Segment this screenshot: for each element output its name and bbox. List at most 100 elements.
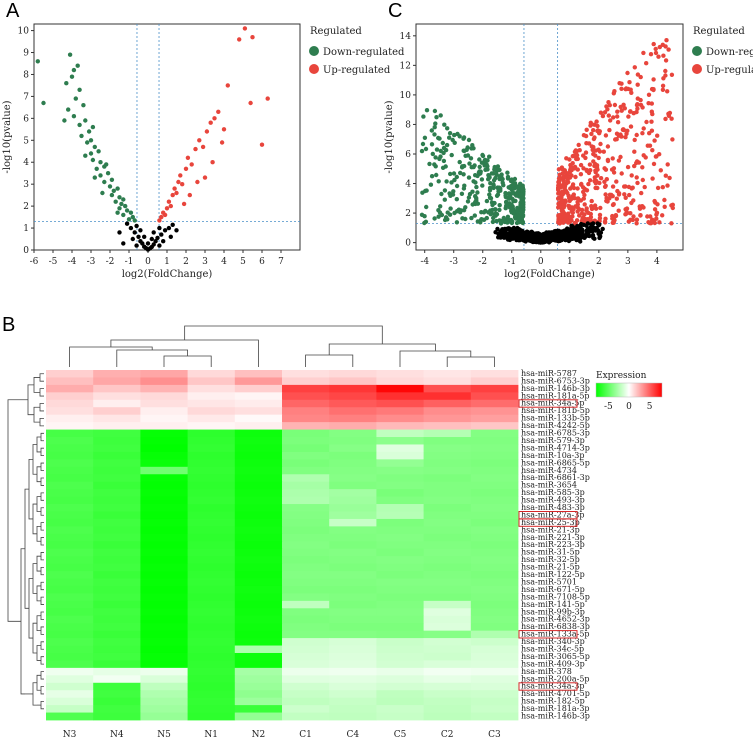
data-point	[513, 198, 518, 204]
row-label: hsa-miR-6865-5p	[521, 458, 590, 467]
heatmap-cell	[140, 571, 188, 579]
data-point	[79, 133, 84, 139]
data-point	[625, 164, 631, 170]
data-point	[624, 86, 629, 91]
heatmap-cell	[423, 451, 472, 460]
heatmap-cell	[376, 712, 424, 721]
heatmap-cell	[470, 556, 519, 565]
heatmap-cell	[329, 474, 377, 483]
heatmap-cell	[470, 414, 519, 423]
heatmap-cell	[234, 593, 283, 602]
row-label: hsa-miR-5787	[521, 369, 577, 378]
heatmap-cell	[187, 466, 236, 475]
heatmap-cell	[423, 459, 472, 468]
highlight-box	[518, 682, 578, 691]
data-point	[466, 175, 472, 180]
data-point	[560, 167, 565, 172]
heatmap-cell	[234, 451, 283, 460]
heatmap-cell	[329, 712, 377, 721]
data-point	[520, 231, 525, 236]
heatmap-cell	[93, 578, 141, 587]
data-point	[521, 202, 526, 207]
row-label: hsa-miR-122-5p	[521, 570, 585, 579]
data-point	[651, 87, 656, 92]
heatmap-cell	[423, 645, 472, 654]
data-point	[518, 192, 524, 197]
data-point	[600, 113, 606, 119]
heatmap-cell	[234, 407, 283, 416]
heatmap-cell	[187, 474, 236, 483]
heatmap-cell	[187, 652, 236, 661]
y-tick-label: 3	[23, 180, 29, 190]
heatmap-cell	[470, 660, 519, 669]
data-point	[657, 220, 662, 225]
data-point	[666, 47, 671, 52]
highlight-box	[518, 630, 578, 639]
heatmap-cell	[470, 429, 519, 438]
heatmap-cell	[329, 384, 377, 393]
heatmap-cell	[282, 682, 330, 691]
heatmap-cell	[93, 392, 141, 401]
data-point	[514, 220, 520, 226]
data-point	[628, 217, 633, 222]
heatmap-cell	[140, 407, 188, 416]
heatmap-cell	[93, 563, 141, 572]
data-point	[598, 205, 603, 211]
y-tick-label: 2	[23, 202, 29, 212]
data-point	[575, 199, 580, 205]
heatmap-cell	[93, 645, 141, 654]
data-point	[423, 188, 428, 194]
heatmap-cell	[423, 585, 472, 594]
data-point	[655, 133, 660, 138]
data-point	[466, 195, 472, 200]
data-point	[81, 103, 86, 108]
data-point	[635, 180, 640, 186]
heatmap-cell	[93, 675, 141, 684]
heatmap-cell	[187, 630, 236, 639]
data-point	[511, 211, 516, 216]
data-point	[591, 128, 596, 133]
heatmap-cell	[329, 466, 377, 475]
data-point	[458, 170, 463, 176]
heatmap-cell	[376, 444, 424, 453]
heatmap-cell	[376, 451, 424, 460]
heatmap-cell	[423, 697, 472, 706]
dendrogram-branch	[40, 611, 44, 620]
data-point	[584, 206, 589, 211]
heatmap-cell	[282, 429, 330, 438]
data-point	[631, 111, 636, 116]
data-point	[505, 214, 511, 219]
heatmap-cell	[329, 459, 377, 468]
data-point	[183, 166, 189, 171]
data-point	[461, 186, 467, 191]
data-point	[470, 189, 475, 194]
heatmap-cell	[329, 422, 377, 430]
heatmap-cell	[329, 392, 377, 401]
heatmap-cell	[470, 504, 519, 512]
heatmap-cell	[376, 370, 424, 378]
heatmap-cell	[234, 466, 283, 475]
data-point	[649, 119, 654, 124]
heatmap-cell	[234, 675, 283, 684]
data-point	[96, 149, 101, 154]
heatmap-cell	[376, 556, 424, 565]
heatmap-cell	[282, 407, 330, 416]
data-point	[433, 164, 438, 169]
heatmap-cell	[470, 399, 519, 408]
data-point	[444, 142, 450, 148]
heatmap-cell	[140, 541, 188, 550]
heatmap-cell	[187, 690, 236, 699]
data-point	[495, 186, 501, 191]
heatmap-cell	[329, 667, 377, 676]
data-point	[121, 212, 126, 218]
data-point	[614, 179, 619, 184]
heatmap-cell	[46, 526, 94, 535]
heatmap-cell	[423, 638, 472, 646]
colorbar-tick-label: 0	[626, 402, 632, 412]
heatmap-cell	[470, 578, 519, 587]
data-point	[575, 167, 580, 172]
column-label: N3	[63, 730, 77, 740]
dendrogram-branch	[40, 522, 44, 531]
data-point	[424, 108, 430, 113]
